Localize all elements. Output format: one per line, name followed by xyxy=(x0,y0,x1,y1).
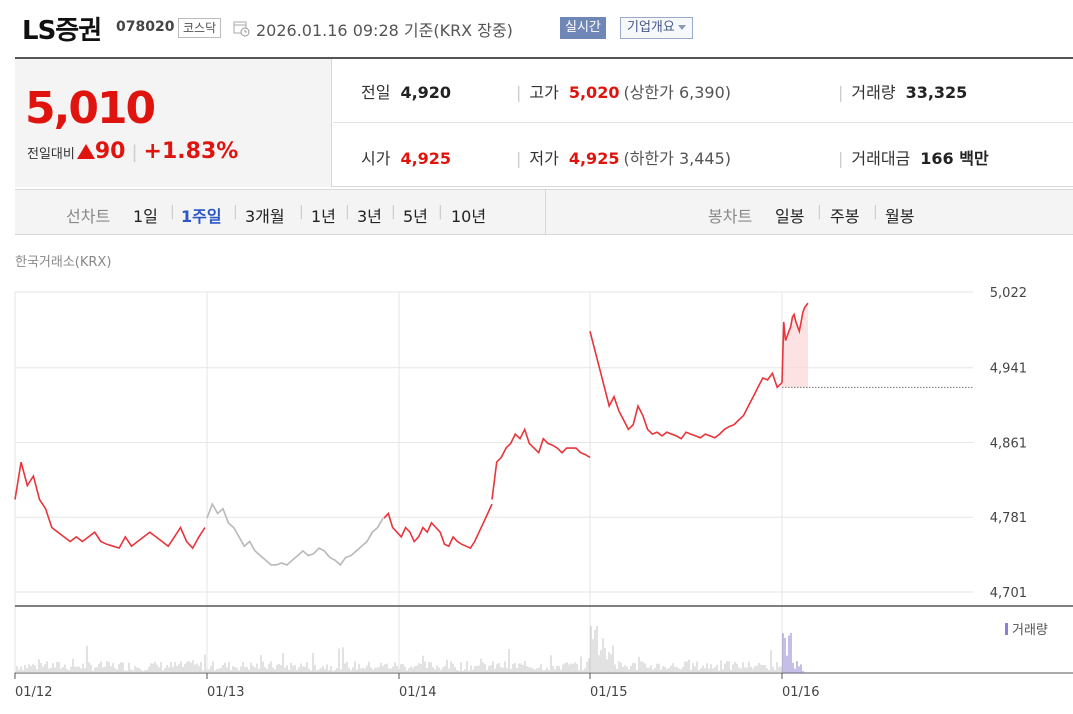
low-cell: | 저가 4,925 (하한가 3,445) xyxy=(516,145,731,169)
timestamp: 2026.01.16 09:28 기준(KRX 장중) xyxy=(256,21,513,40)
y-axis: 5,022 4,941 4,861 4,781 4,701 xyxy=(990,286,1027,601)
cell-separator: | xyxy=(516,149,522,168)
low-label: 저가 xyxy=(529,149,559,168)
realtime-button[interactable]: 실시간 xyxy=(560,17,606,39)
tab-weekly-candle[interactable]: 주봉 xyxy=(830,207,860,226)
tab-group-divider xyxy=(545,190,546,234)
exchange-label: 한국거래소(KRX) xyxy=(15,255,112,270)
y-tick-label: 5,022 xyxy=(990,286,1027,301)
tab-5-years[interactable]: 5년 xyxy=(403,207,428,226)
tab-3-years[interactable]: 3년 xyxy=(357,207,382,226)
chevron-down-icon xyxy=(677,25,686,30)
cell-separator: | xyxy=(838,83,844,102)
upper-limit: (상한가 6,390) xyxy=(623,83,731,102)
trade-value: 166 백만 xyxy=(920,149,989,168)
change-separator: | xyxy=(131,142,138,163)
market-badge: 코스닥 xyxy=(178,18,222,38)
low-value: 4,925 xyxy=(568,149,620,168)
tab-1-day[interactable]: 1일 xyxy=(133,207,158,226)
current-price-panel: 5,010 전일대비 90 | +1.83% xyxy=(15,59,332,187)
x-tick-label: 01/14 xyxy=(399,685,436,700)
calendar-clock-icon xyxy=(233,21,250,37)
stock-header: LS증권 078020 코스닥 2026.01.16 09:28 기준(KRX … xyxy=(0,0,1073,56)
volume-legend-swatch xyxy=(1005,623,1008,635)
x-axis: 01/12 01/13 01/14 01/15 01/16 xyxy=(14,673,819,700)
price-change: 전일대비 90 | +1.83% xyxy=(27,139,238,164)
price-line-01-12-offhours xyxy=(206,502,384,567)
change-percent: +1.83% xyxy=(143,139,239,164)
candle-chart-label: 봉차트 xyxy=(708,207,753,226)
chart-grid xyxy=(14,291,1073,674)
x-tick-label: 01/15 xyxy=(590,685,627,700)
up-triangle-icon xyxy=(76,144,95,159)
current-price: 5,010 xyxy=(25,83,156,134)
prev-close-value: 4,920 xyxy=(400,83,452,102)
stock-code: 078020 xyxy=(116,19,175,35)
cell-separator: | xyxy=(516,83,522,102)
volume-cell: | 거래량 33,325 xyxy=(838,79,967,103)
change-label: 전일대비 xyxy=(27,147,75,162)
prev-close-cell: 전일 4,920 xyxy=(361,79,451,103)
volume-value: 33,325 xyxy=(905,83,968,102)
open-label: 시가 xyxy=(361,149,391,168)
price-lines xyxy=(14,302,973,567)
trade-value-cell: | 거래대금 166 백만 xyxy=(838,145,989,169)
high-value: 5,020 xyxy=(568,83,620,102)
lower-limit: (하한가 3,445) xyxy=(623,149,731,168)
prev-close-label: 전일 xyxy=(361,83,391,102)
y-tick-label: 4,861 xyxy=(990,436,1027,451)
stock-name: LS증권 xyxy=(22,16,102,46)
tab-separator: | xyxy=(299,204,304,220)
price-fill-area xyxy=(782,303,808,388)
y-tick-label: 4,701 xyxy=(990,586,1027,601)
price-line-01-15-session xyxy=(589,331,783,440)
tab-separator: | xyxy=(438,204,443,220)
y-tick-label: 4,941 xyxy=(990,362,1027,377)
price-summary: 5,010 전일대비 90 | +1.83% 전일 4,920 | 고가 5,020 (상한가… xyxy=(15,57,1073,187)
line-chart-label: 선차트 xyxy=(66,207,111,226)
price-line-01-14-session xyxy=(491,427,591,500)
volume-legend: 거래량 xyxy=(1012,623,1048,638)
today-gain-fill xyxy=(782,303,808,388)
tab-monthly-candle[interactable]: 월봉 xyxy=(885,207,915,226)
price-line-01-16-session xyxy=(781,302,809,383)
x-tick-label: 01/12 xyxy=(15,685,52,700)
tab-separator: | xyxy=(873,204,878,220)
company-overview-label: 기업개요 xyxy=(627,20,675,35)
volume-bars xyxy=(16,625,804,673)
open-value: 4,925 xyxy=(400,149,452,168)
cell-separator: | xyxy=(838,149,844,168)
tab-10-years[interactable]: 10년 xyxy=(451,207,487,226)
open-cell: 시가 4,925 xyxy=(361,145,451,169)
x-tick-label: 01/13 xyxy=(207,685,244,700)
tab-separator: | xyxy=(345,204,350,220)
price-line-01-13-session xyxy=(383,503,493,550)
company-overview-dropdown[interactable]: 기업개요 xyxy=(620,17,693,39)
tab-daily-candle[interactable]: 일봉 xyxy=(775,207,805,226)
trade-value-label: 거래대금 xyxy=(851,149,911,168)
price-line-01-12-session xyxy=(14,461,206,550)
row-divider xyxy=(333,122,1073,123)
high-cell: | 고가 5,020 (상한가 6,390) xyxy=(516,79,731,103)
tab-separator: | xyxy=(233,204,238,220)
tab-separator: | xyxy=(391,204,396,220)
volume-label: 거래량 xyxy=(851,83,896,102)
tab-separator: | xyxy=(170,204,175,220)
tab-separator: | xyxy=(817,204,822,220)
chart-period-tabs: 선차트 1일 | 1주일 | 3개월 | 1년 | 3년 | 5년 | 10년 … xyxy=(15,189,1073,235)
tab-1-year[interactable]: 1년 xyxy=(311,207,336,226)
change-amount: 90 xyxy=(94,139,126,164)
high-label: 고가 xyxy=(529,83,559,102)
y-tick-label: 4,781 xyxy=(990,511,1027,526)
tab-3-months[interactable]: 3개월 xyxy=(245,207,285,226)
tab-1-week[interactable]: 1주일 xyxy=(181,207,222,226)
x-tick-label: 01/16 xyxy=(782,685,819,700)
